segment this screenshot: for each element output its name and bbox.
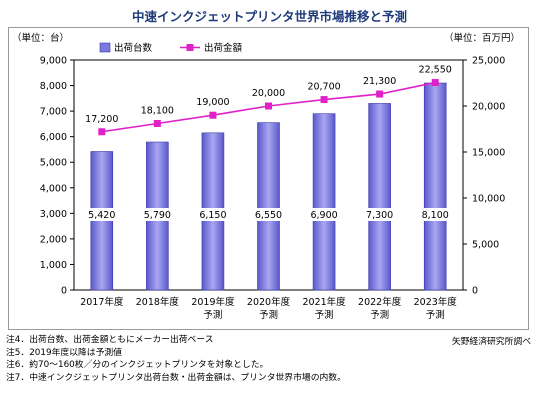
left-axis-tick-label: 3,000 [40,209,67,220]
right-axis-tick-label: 15,000 [472,148,505,159]
note-5: 注5．2019年度以降は予測値 [6,347,122,358]
category-label: 予測 [203,309,222,321]
category-label: 2022年度 [358,296,402,308]
left-axis-tick-label: 2,000 [40,234,67,245]
line-point-7 [431,79,439,87]
bar-value-label: 6,150 [199,210,226,221]
line-value-label: 19,000 [196,97,229,108]
line-point-5 [320,96,328,104]
bar-value-label: 5,420 [88,210,115,221]
left-axis-tick-label: 0 [61,286,67,297]
category-label: 予測 [426,309,445,321]
legend-swatch-units [99,42,111,53]
bar-label-bg [306,208,343,221]
right-axis-tick-label: 10,000 [472,194,505,205]
line-point-2 [153,119,161,127]
category-label: 2017年度 [80,296,124,308]
source-credit: 矢野経済研究所調べ [451,337,531,347]
line-value-label: 18,100 [141,105,174,116]
left-axis-tick-label: 9,000 [40,56,67,67]
right-axis-tick-label: 25,000 [472,56,505,67]
note-6: 注6．約70～160枚／分のインクジェットプリンタを対象とした。 [6,360,269,370]
category-label: 2020年度 [247,296,291,308]
bar-value-label: 8,100 [422,210,449,221]
legend-label-amount: 出荷金額 [204,42,243,54]
line-point-1 [98,128,106,136]
bar-label-bg [83,208,120,221]
line-value-label: 17,200 [85,114,118,125]
right-axis-unit: （単位：百万円） [444,32,520,44]
left-axis-tick-label: 8,000 [40,81,67,92]
left-axis-tick-label: 7,000 [40,107,67,118]
bar-value-label: 6,900 [310,210,337,221]
category-label: 予測 [370,309,389,321]
bar-7 [423,82,447,291]
bar-value-label: 5,790 [144,210,171,221]
category-label: 予測 [259,309,278,321]
bar-label-bg [194,208,231,221]
bar-label-bg [250,208,287,221]
legend-marker-amount [186,44,194,51]
line-point-6 [376,90,384,98]
left-axis-tick-label: 4,000 [40,183,67,194]
bar-value-label: 7,300 [366,210,393,221]
line-point-3 [209,111,217,119]
line-value-label: 21,300 [363,76,396,87]
bar-4 [257,122,280,291]
line-value-label: 20,700 [307,82,340,93]
bar-label-bg [139,208,176,221]
line-point-4 [265,102,272,110]
note-4: 注4．出荷台数、出荷金額ともにメーカー出荷ベース [6,335,214,345]
chart-frame [8,27,529,330]
category-label: 2018年度 [136,296,180,308]
left-axis-tick-label: 6,000 [40,132,67,143]
right-axis-tick-label: 20,000 [472,102,505,113]
category-label: 2019年度 [191,296,235,308]
category-label: 予測 [315,309,334,321]
bar-6 [368,103,391,291]
left-axis-tick-label: 1,000 [40,260,67,271]
category-label: 2023年度 [414,296,458,308]
bar-label-bg [361,208,398,221]
bar-5 [312,113,336,291]
bar-label-bg [417,208,454,221]
left-axis-tick-label: 5,000 [40,158,67,169]
legend-label-units: 出荷台数 [114,42,153,54]
chart-title: 中速インクジェットプリンタ世界市場推移と予測 [131,9,407,24]
right-axis-tick-label: 0 [472,286,478,297]
note-7: 注7．中速インクジェットプリンタ出荷台数・出荷金額は、プリンタ世界市場の内数。 [6,372,346,383]
notes: 注4．出荷台数、出荷金額ともにメーカー出荷ベース 注5．2019年度以降は予測値… [6,334,531,384]
left-axis-unit: （単位：台） [12,32,69,44]
line-value-label: 22,550 [419,65,452,76]
line-value-label: 20,000 [252,88,285,99]
bar-value-label: 6,550 [255,210,282,221]
category-label: 2021年度 [302,296,346,308]
right-axis-tick-label: 5,000 [472,240,499,251]
